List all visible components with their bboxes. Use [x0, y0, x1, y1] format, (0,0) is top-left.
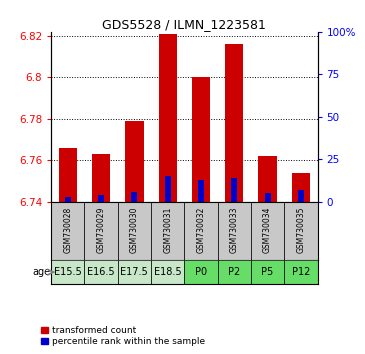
Bar — [51, 260, 84, 284]
Bar — [184, 202, 218, 260]
Bar — [251, 202, 284, 260]
Bar — [192, 78, 210, 202]
Bar — [98, 195, 104, 202]
Bar — [298, 190, 304, 202]
Bar — [165, 176, 171, 202]
Bar — [251, 260, 284, 284]
Bar — [84, 202, 118, 260]
Text: P0: P0 — [195, 267, 207, 277]
Bar — [198, 180, 204, 202]
Text: GSM730031: GSM730031 — [163, 207, 172, 253]
Text: E15.5: E15.5 — [54, 267, 82, 277]
Text: GSM730034: GSM730034 — [263, 207, 272, 253]
Text: age: age — [32, 267, 50, 277]
Bar — [92, 154, 110, 202]
Text: GSM730035: GSM730035 — [296, 207, 306, 253]
Bar — [231, 178, 237, 202]
Bar — [225, 44, 243, 202]
Bar — [131, 192, 137, 202]
Bar — [292, 173, 310, 202]
Text: GSM730029: GSM730029 — [97, 207, 105, 253]
Bar — [158, 34, 177, 202]
Bar — [59, 148, 77, 202]
Text: P5: P5 — [261, 267, 274, 277]
Text: E18.5: E18.5 — [154, 267, 181, 277]
Bar — [118, 202, 151, 260]
Text: P12: P12 — [292, 267, 310, 277]
Bar — [125, 121, 143, 202]
Bar — [258, 156, 277, 202]
Bar — [51, 202, 84, 260]
Bar — [265, 193, 270, 202]
Bar — [118, 260, 151, 284]
Bar — [84, 260, 118, 284]
Title: GDS5528 / ILMN_1223581: GDS5528 / ILMN_1223581 — [103, 18, 266, 31]
Text: E17.5: E17.5 — [120, 267, 148, 277]
Text: GSM730028: GSM730028 — [63, 207, 72, 253]
Bar — [284, 202, 318, 260]
Text: GSM730032: GSM730032 — [196, 207, 205, 253]
Legend: transformed count, percentile rank within the sample: transformed count, percentile rank withi… — [41, 326, 205, 346]
Bar — [218, 260, 251, 284]
Bar — [218, 202, 251, 260]
Bar — [151, 202, 184, 260]
Text: E16.5: E16.5 — [87, 267, 115, 277]
Bar — [65, 197, 71, 202]
Text: GSM730033: GSM730033 — [230, 207, 239, 253]
Bar — [184, 260, 218, 284]
Text: P2: P2 — [228, 267, 241, 277]
Text: GSM730030: GSM730030 — [130, 207, 139, 253]
Bar — [151, 260, 184, 284]
Bar — [284, 260, 318, 284]
